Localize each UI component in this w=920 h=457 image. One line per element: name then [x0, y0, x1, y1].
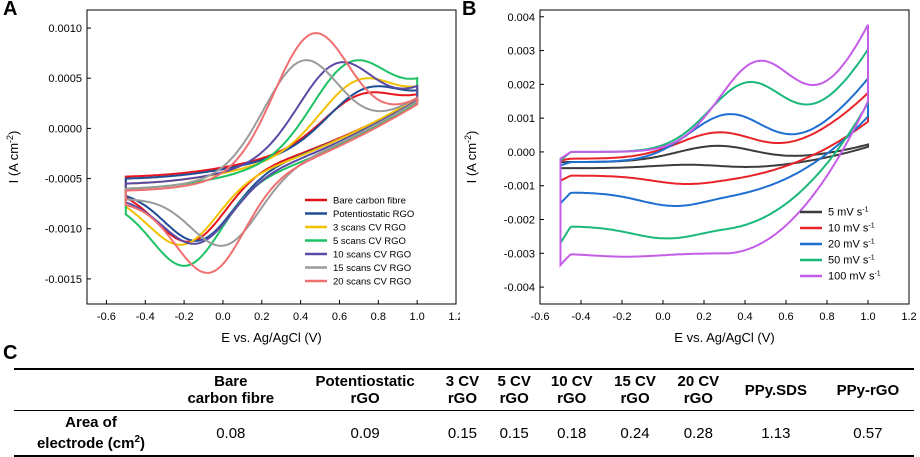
x-tick-label: -0.6 [97, 311, 116, 323]
x-tick-label: 0.2 [696, 311, 711, 323]
x-tick-label: 1.0 [410, 311, 425, 323]
table-header-cell: Potentiostatic rGO [293, 368, 437, 411]
table-cell: 0.08 [168, 410, 294, 457]
x-tick-label: -0.2 [613, 311, 632, 323]
y-tick-label: 0.004 [507, 12, 535, 24]
x-tick-label: -0.4 [572, 311, 591, 323]
table-cell: 0.15 [436, 410, 489, 457]
table-header-cell: 20 CV rGO [666, 368, 730, 411]
x-tick-label: 1.2 [901, 311, 916, 323]
legend-label: 100 mV s-1 [828, 271, 881, 283]
y-tick-label: 0.003 [507, 46, 535, 58]
electrode-area-table: Bare carbon fibre Potentiostatic rGO 3 CV r… [14, 368, 914, 457]
table-cell: 0.15 [488, 410, 541, 457]
legend-label: 15 scans CV RGO [333, 263, 411, 274]
table-cell: 0.28 [666, 410, 730, 457]
panel-label-c: C [3, 342, 18, 364]
legend-label: Potentiostatic RGO [333, 209, 414, 220]
table-cell: 1.13 [730, 410, 822, 457]
x-tick-label: 0.4 [293, 311, 308, 323]
x-axis-label: E vs. Ag/AgCl (V) [221, 330, 321, 345]
x-axis-label: E vs. Ag/AgCl (V) [674, 330, 774, 345]
x-tick-label: 0.0 [655, 311, 670, 323]
table-header-cell: Bare carbon fibre [168, 368, 294, 411]
y-tick-label: 0.0005 [48, 73, 82, 85]
cv-curve-20 [559, 75, 869, 207]
table-header-cell [14, 368, 168, 411]
panel-label-b: B [462, 0, 477, 20]
x-tick-label: -0.6 [531, 311, 550, 323]
y-tick-label: -0.004 [504, 282, 535, 294]
legend-label: 5 scans CV RGO [333, 236, 406, 247]
y-axis-label: I (A cm-2) [463, 131, 479, 184]
table-cell: 0.18 [540, 410, 604, 457]
x-tick-label: 0.2 [254, 311, 269, 323]
x-tick-label: 0.6 [778, 311, 793, 323]
legend-label: 3 scans CV RGO [333, 223, 406, 234]
table-header-cell: PPy-rGO [821, 368, 914, 411]
x-tick-label: 1.0 [860, 311, 875, 323]
legend-label: 10 scans CV RGO [333, 250, 411, 261]
y-tick-label: -0.002 [504, 215, 535, 227]
legend-label: 10 mV s-1 [828, 223, 875, 235]
cv-curve-5 [559, 143, 869, 170]
y-tick-label: -0.0005 [45, 174, 82, 186]
table-cell: 0.57 [821, 410, 914, 457]
table-row-label: Area of electrode (cm2) [14, 410, 168, 457]
x-tick-label: 1.2 [448, 311, 460, 323]
cv-curve-20-scans-cv-rgo [124, 32, 419, 274]
y-tick-label: 0.0000 [48, 123, 82, 135]
x-tick-label: -0.4 [136, 311, 155, 323]
legend-label: 20 mV s-1 [828, 239, 875, 251]
x-tick-label: 0.4 [737, 311, 752, 323]
table-cell: 0.09 [293, 410, 437, 457]
y-tick-label: 0.002 [507, 79, 535, 91]
chart-b: -0.6 -0.4 -0.2 0.0 0.2 0.4 0.6 0.8 1.0 1.2 -0.004 -… [463, 9, 917, 345]
legend-label: Bare carbon fibre [333, 196, 406, 207]
legend-label: 20 scans CV RGO [333, 277, 411, 288]
cv-curve-100 [559, 24, 869, 268]
x-tick-label: 0.0 [215, 311, 230, 323]
y-tick-label: 0.001 [507, 113, 535, 125]
table-header-row: Bare carbon fibre Potentiostatic rGO 3 CV r… [14, 368, 914, 411]
x-tick-label: 0.6 [332, 311, 347, 323]
table-header-cell: 10 CV rGO [540, 368, 604, 411]
x-tick-label: 0.8 [371, 311, 386, 323]
table-header-cell: 15 CV rGO [603, 368, 667, 411]
panel-label-a: A [3, 0, 18, 20]
chart-a: -0.6 -0.4 -0.2 0.0 0.2 0.4 0.6 0.8 1.0 1.2 -0.0015… [5, 9, 460, 345]
table-header-cell: PPy.SDS [730, 368, 822, 411]
y-tick-label: 0.0010 [48, 23, 82, 35]
x-tick-label: -0.2 [175, 311, 194, 323]
y-tick-label: 0.000 [507, 147, 535, 159]
table-cell: 0.24 [603, 410, 667, 457]
area-table-wrap: Bare carbon fibre Potentiostatic rGO 3 CV r… [14, 368, 914, 457]
y-axis-label: I (A cm-2) [5, 131, 21, 184]
plot-frame [539, 9, 910, 305]
y-tick-label: -0.001 [504, 181, 535, 193]
table-row: Area of electrode (cm2) 0.08 0.09 0.15 0.… [14, 410, 914, 457]
legend-label: 5 mV s-1 [828, 207, 869, 219]
y-tick-label: -0.0015 [45, 274, 82, 286]
table-header-cell: 3 CV rGO [436, 368, 489, 411]
y-tick-label: -0.003 [504, 248, 535, 260]
x-tick-label: 0.8 [819, 311, 834, 323]
legend-label: 50 mV s-1 [828, 255, 875, 267]
table-header-cell: 5 CV rGO [488, 368, 541, 411]
y-tick-label: -0.0010 [45, 224, 82, 236]
plot-frame [86, 9, 457, 305]
